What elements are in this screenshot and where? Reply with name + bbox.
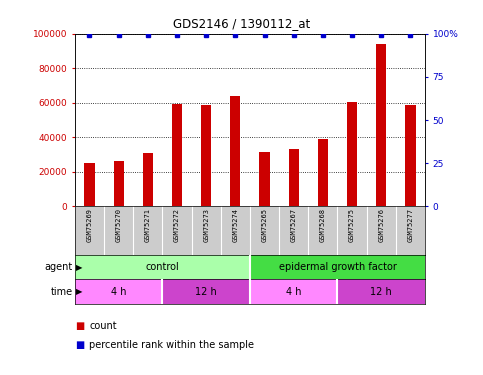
Bar xyxy=(75,279,162,304)
Text: ▶: ▶ xyxy=(76,263,82,272)
Text: control: control xyxy=(145,262,179,272)
Text: GSM75265: GSM75265 xyxy=(261,208,268,242)
Text: GSM75273: GSM75273 xyxy=(203,208,209,242)
Text: GSM75272: GSM75272 xyxy=(174,208,180,242)
Bar xyxy=(376,44,386,206)
Text: GSM75276: GSM75276 xyxy=(378,208,384,242)
Text: time: time xyxy=(50,286,72,297)
Bar xyxy=(318,139,328,206)
Text: ■: ■ xyxy=(75,321,84,331)
Bar xyxy=(347,102,357,206)
Bar xyxy=(289,149,299,206)
Text: count: count xyxy=(89,321,117,331)
Text: GSM75271: GSM75271 xyxy=(145,208,151,242)
Text: GSM75270: GSM75270 xyxy=(115,208,122,242)
Text: ▶: ▶ xyxy=(76,287,82,296)
Text: 12 h: 12 h xyxy=(370,286,392,297)
Text: GSM75275: GSM75275 xyxy=(349,208,355,242)
Bar xyxy=(162,279,250,304)
Bar xyxy=(75,255,250,279)
Text: epidermal growth factor: epidermal growth factor xyxy=(279,262,397,272)
Bar xyxy=(405,105,415,206)
Bar xyxy=(250,255,425,279)
Bar xyxy=(114,161,124,206)
Text: 4 h: 4 h xyxy=(111,286,127,297)
Text: GDS2146 / 1390112_at: GDS2146 / 1390112_at xyxy=(173,17,310,30)
Text: GSM75268: GSM75268 xyxy=(320,208,326,242)
Bar xyxy=(230,96,241,206)
Text: GSM75274: GSM75274 xyxy=(232,208,239,242)
Bar xyxy=(142,153,153,206)
Text: 12 h: 12 h xyxy=(195,286,217,297)
Text: 4 h: 4 h xyxy=(286,286,301,297)
Text: GSM75269: GSM75269 xyxy=(86,208,92,242)
Bar xyxy=(250,279,338,304)
Bar xyxy=(201,105,211,206)
Text: GSM75267: GSM75267 xyxy=(291,208,297,242)
Bar xyxy=(259,152,270,206)
Text: agent: agent xyxy=(44,262,72,272)
Text: GSM75277: GSM75277 xyxy=(408,208,413,242)
Text: ■: ■ xyxy=(75,340,84,350)
Bar xyxy=(85,163,95,206)
Bar xyxy=(338,279,425,304)
Text: percentile rank within the sample: percentile rank within the sample xyxy=(89,340,255,350)
Bar xyxy=(172,105,182,206)
